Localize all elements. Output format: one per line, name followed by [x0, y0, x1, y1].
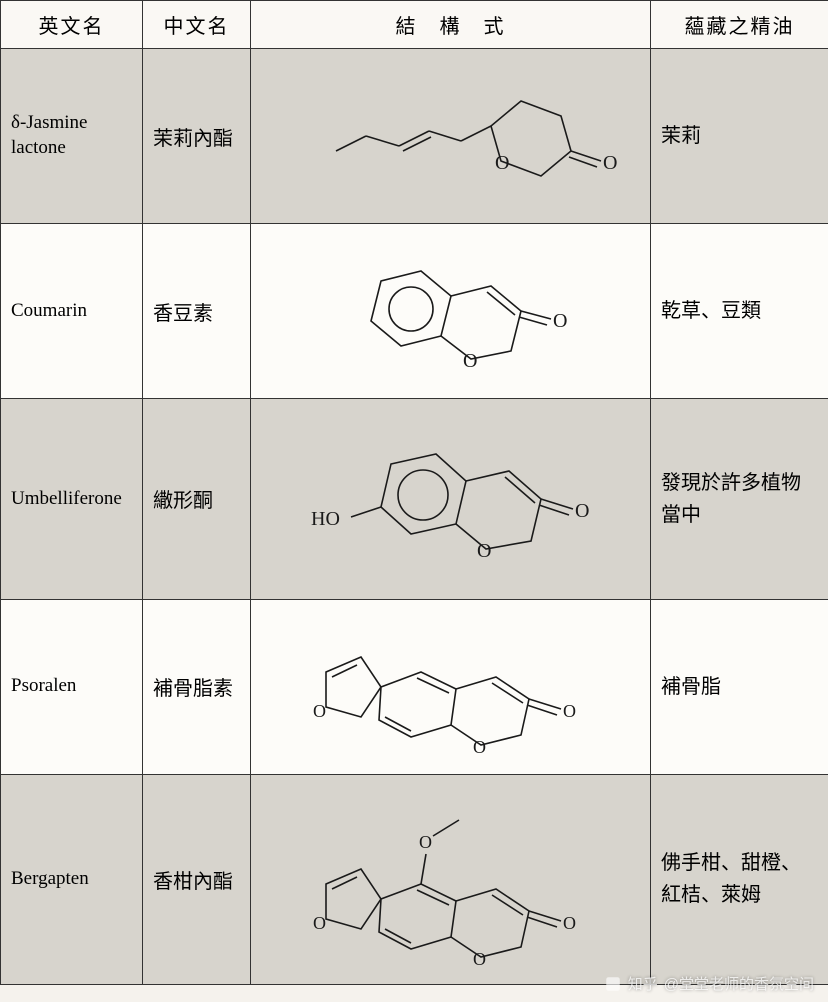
watermark: 知乎 @堂堂老师的香氛空间	[604, 973, 814, 994]
table-row: Coumarin 香豆素 O	[1, 224, 828, 399]
structure-umbelliferone: HO O O	[281, 419, 621, 579]
svg-text:O: O	[563, 701, 576, 721]
chemical-compounds-table: 英文名 中文名 結 構 式 蘊藏之精油 δ-Jasmine lactone 茉莉…	[0, 0, 828, 985]
watermark-brand: 知乎	[628, 973, 658, 994]
table-row: Umbelliferone 繖形酮 HO O	[1, 399, 828, 599]
cell-structure: O O O	[251, 599, 651, 774]
structure-coumarin: O O	[311, 241, 591, 381]
svg-text:O: O	[495, 152, 509, 174]
cell-english: Umbelliferone	[1, 399, 143, 599]
cell-oil: 佛手柑、甜橙、紅桔、萊姆	[651, 774, 828, 984]
cell-english: Coumarin	[1, 224, 143, 399]
svg-text:O: O	[563, 913, 576, 933]
cell-oil: 乾草、豆類	[651, 224, 828, 399]
cell-chinese: 茉莉內酯	[143, 49, 251, 224]
cell-chinese: 繖形酮	[143, 399, 251, 599]
svg-text:HO: HO	[311, 508, 340, 530]
table-row: Bergapten 香柑內酯 O O	[1, 774, 828, 984]
cell-structure: O O	[251, 49, 651, 224]
watermark-handle: @堂堂老师的香氛空间	[664, 973, 814, 994]
svg-text:O: O	[553, 310, 567, 332]
header-english: 英文名	[1, 1, 143, 49]
svg-text:O: O	[477, 540, 491, 562]
svg-text:O: O	[419, 832, 432, 852]
cell-oil: 補骨脂	[651, 599, 828, 774]
structure-jasmine-lactone: O O	[271, 61, 631, 211]
header-structure: 結 構 式	[251, 1, 651, 49]
cell-oil: 發現於許多植物當中	[651, 399, 828, 599]
svg-text:O: O	[473, 949, 486, 969]
header-chinese: 中文名	[143, 1, 251, 49]
cell-english: Psoralen	[1, 599, 143, 774]
zhihu-logo-icon	[604, 975, 622, 993]
table-row: Psoralen 補骨脂素 O	[1, 599, 828, 774]
svg-text:O: O	[313, 913, 326, 933]
cell-structure: HO O O	[251, 399, 651, 599]
svg-text:O: O	[473, 737, 486, 757]
table-header-row: 英文名 中文名 結 構 式 蘊藏之精油	[1, 1, 828, 49]
cell-english: Bergapten	[1, 774, 143, 984]
cell-oil: 茉莉	[651, 49, 828, 224]
svg-text:O: O	[313, 701, 326, 721]
svg-text:O: O	[463, 350, 477, 372]
header-oil: 蘊藏之精油	[651, 1, 828, 49]
cell-structure: O O	[251, 224, 651, 399]
cell-english: δ-Jasmine lactone	[1, 49, 143, 224]
cell-structure: O O O	[251, 774, 651, 984]
cell-chinese: 香豆素	[143, 224, 251, 399]
svg-text:O: O	[603, 152, 617, 174]
cell-chinese: 補骨脂素	[143, 599, 251, 774]
cell-chinese: 香柑內酯	[143, 774, 251, 984]
table-row: δ-Jasmine lactone 茉莉內酯 O O	[1, 49, 828, 224]
svg-text:O: O	[575, 500, 589, 522]
structure-bergapten: O O O	[271, 784, 631, 974]
structure-psoralen: O O O	[271, 617, 631, 757]
